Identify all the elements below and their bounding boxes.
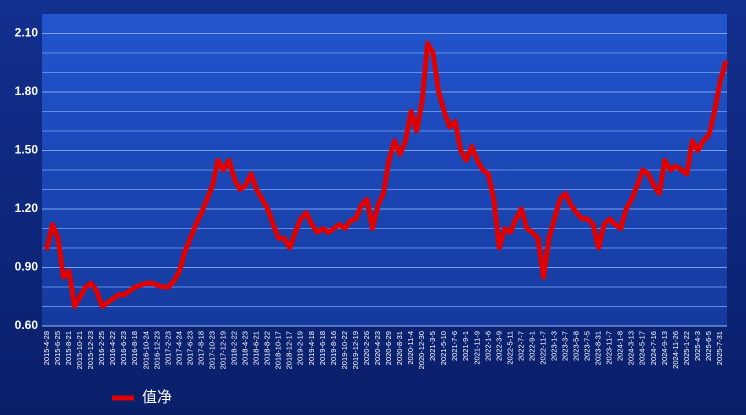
- x-tick-label: 2018-2-22: [230, 331, 239, 365]
- x-tick-label: 2019-2-19: [296, 331, 305, 365]
- x-tick-label: 2024-1-8: [616, 331, 625, 361]
- x-tick-label: 2016-2-25: [97, 331, 106, 365]
- x-tick-label: 2017-12-19: [219, 331, 228, 369]
- y-tick-label: 2.10: [15, 26, 39, 40]
- x-tick-label: 2025-6-5: [704, 331, 713, 361]
- x-tick-label: 2017-4-24: [174, 331, 183, 365]
- y-tick-label: 1.50: [15, 143, 39, 157]
- x-tick-label: 2021-9-1: [461, 331, 470, 361]
- x-tick-label: 2019-12-19: [351, 331, 360, 369]
- x-tick-label: 2018-10-17: [274, 331, 283, 369]
- x-tick-label: 2023-7-5: [583, 331, 592, 361]
- x-tick-label: 2023-5-8: [572, 331, 581, 361]
- data-line: [44, 40, 728, 309]
- x-tick-label: 2023-11-7: [605, 331, 614, 365]
- x-tick-label: 2018-4-23: [241, 331, 250, 365]
- x-tick-label: 2016-10-24: [141, 331, 150, 369]
- x-tick-label: 2020-2-26: [362, 331, 371, 365]
- x-tick-label: 2017-10-23: [207, 331, 216, 369]
- x-tick-label: 2015-12-23: [86, 331, 95, 369]
- y-tick-label: 0.60: [15, 318, 39, 332]
- x-tick-label: 2024-9-13: [660, 331, 669, 365]
- x-tick-label: 2016-8-18: [130, 331, 139, 365]
- x-tick-label: 2020-4-23: [373, 331, 382, 365]
- x-tick-label: 2017-8-18: [196, 331, 205, 365]
- x-tick-label: 2025-7-31: [715, 331, 724, 365]
- x-tick-label: 2024-11-26: [671, 331, 680, 369]
- x-tick-label: 2020-12-30: [417, 331, 426, 369]
- x-tick-label: 2017-2-23: [163, 331, 172, 365]
- legend-label: 值净: [142, 389, 172, 406]
- x-tick-label: 2021-3-5: [428, 331, 437, 361]
- x-tick-label: 2022-11-7: [538, 331, 547, 365]
- y-tick-label: 0.90: [15, 260, 39, 274]
- x-tick-label: 2022-1-6: [483, 331, 492, 361]
- x-tick-label: 2016-12-23: [152, 331, 161, 369]
- x-tick-label: 2021-11-9: [472, 331, 481, 365]
- y-tick-label: 1.80: [15, 84, 39, 98]
- x-tick-label: 2019-8-16: [329, 331, 338, 365]
- x-tick-label: 2015-4-28: [42, 331, 51, 365]
- x-tick-label: 2020-6-29: [384, 331, 393, 365]
- x-tick-label: 2015-10-21: [75, 331, 84, 369]
- x-tick-label: 2019-10-22: [340, 331, 349, 369]
- x-tick-label: 2020-11-4: [406, 331, 415, 365]
- x-tick-label: 2019-6-18: [318, 331, 327, 365]
- x-tick-label: 2024-3-13: [627, 331, 636, 365]
- x-tick-label: 2016-6-23: [119, 331, 128, 365]
- x-tick-label: 2015-6-25: [53, 331, 62, 365]
- x-tick-label: 2022-3-9: [494, 331, 503, 361]
- x-tick-label: 2020-8-31: [395, 331, 404, 365]
- x-tick-label: 2022-5-11: [505, 331, 514, 365]
- y-tick-label: 1.20: [15, 201, 39, 215]
- x-tick-label: 2022-7-7: [516, 331, 525, 361]
- x-tick-label: 2024-7-16: [649, 331, 658, 365]
- x-tick-label: 2016-4-22: [108, 331, 117, 365]
- x-tick-label: 2022-9-1: [527, 331, 536, 361]
- x-tick-label: 2018-6-21: [252, 331, 261, 365]
- x-tick-label: 2017-6-23: [185, 331, 194, 365]
- x-tick-label: 2024-5-17: [638, 331, 647, 365]
- x-tick-label: 2025-1-22: [682, 331, 691, 365]
- x-tick-label: 2023-3-7: [561, 331, 570, 361]
- x-tick-label: 2023-1-3: [549, 331, 558, 361]
- x-tick-label: 2021-5-10: [439, 331, 448, 365]
- x-tick-label: 2023-8-31: [594, 331, 603, 365]
- x-tick-label: 2021-7-6: [450, 331, 459, 361]
- x-tick-label: 2015-8-21: [64, 331, 73, 365]
- x-tick-label: 2019-4-18: [307, 331, 316, 365]
- x-tick-label: 2018-8-22: [263, 331, 272, 365]
- x-tick-label: 2025-4-3: [693, 331, 702, 361]
- x-tick-label: 2018-12-17: [285, 331, 294, 369]
